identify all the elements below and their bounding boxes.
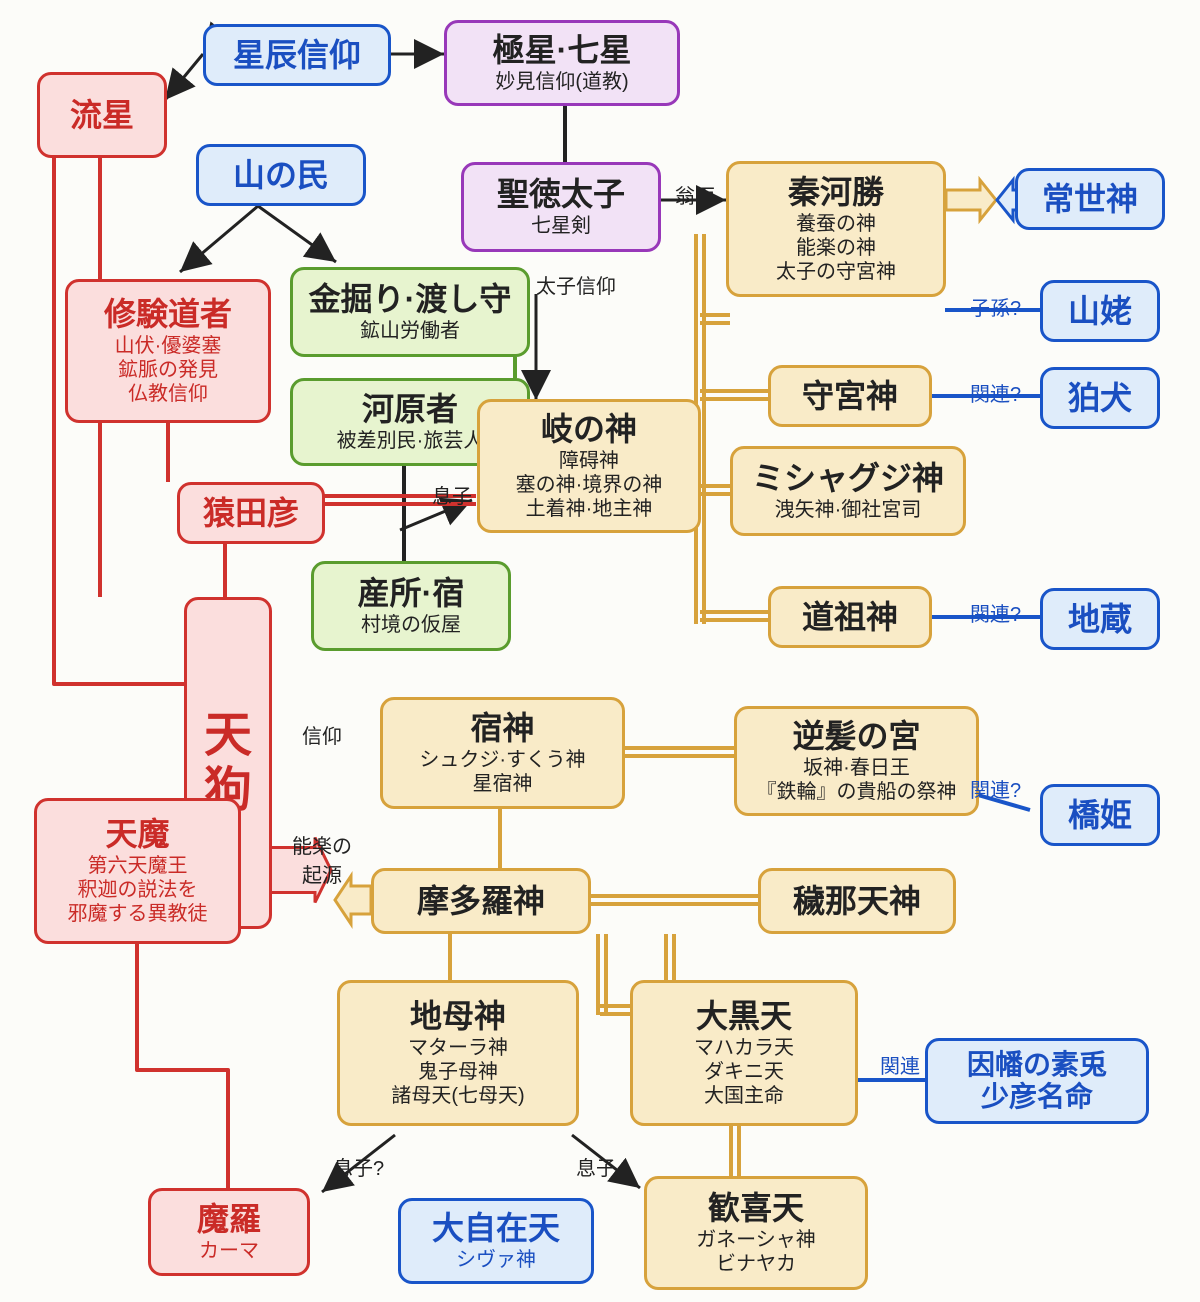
node-daikokuten: 大黒天マハカラ天 ダキニ天 大国主命: [630, 980, 858, 1126]
node-title: 守宮神: [783, 378, 917, 415]
node-kanahori: 金掘り·渡し守鉱山労働者: [290, 267, 530, 357]
node-title: 大自在天: [413, 1210, 579, 1247]
node-sub: 七星剣: [476, 214, 646, 238]
node-kangiten: 歓喜天ガネーシャ神 ビナヤカ: [644, 1176, 868, 1290]
node-title: 逆髪の宮: [749, 718, 964, 755]
node-title: 穢那天神: [773, 883, 941, 920]
node-title: 歓喜天: [659, 1190, 853, 1227]
node-title: 狛犬: [1055, 380, 1145, 417]
edge-label: 息子: [576, 1152, 616, 1181]
node-tenma: 天魔第六天魔王 釈迦の説法を 邪魔する異教徒: [34, 798, 241, 944]
node-sub: カーマ: [163, 1239, 295, 1263]
node-sub: 妙見信仰(道教): [459, 70, 665, 94]
node-title: 摩多羅神: [386, 883, 576, 920]
node-title: 常世神: [1030, 181, 1150, 218]
node-hashihime: 橋姫: [1040, 784, 1160, 846]
node-title: 修験道者: [80, 296, 256, 333]
node-yamanba: 山姥: [1040, 280, 1160, 342]
node-tokoyo: 常世神: [1015, 168, 1165, 230]
node-ryusei: 流星: [37, 72, 167, 158]
edge-label: 関連?: [970, 598, 1021, 627]
node-title: 岐の神: [492, 411, 686, 448]
node-sub: 障碍神 塞の神·境界の神 土着神·地主神: [492, 449, 686, 521]
node-title: ミシャグジ神: [745, 460, 951, 497]
node-dosojin: 道祖神: [768, 586, 932, 648]
node-title: 橋姫: [1055, 797, 1145, 834]
node-title: 秦河勝: [741, 174, 931, 211]
node-hatano: 秦河勝養蚕の神 能楽の神 太子の守宮神: [726, 161, 946, 297]
node-jiboshin: 地母神マターラ神 鬼子母神 諸母天(七母天): [337, 980, 579, 1126]
edge-label: 子孫?: [970, 292, 1021, 321]
node-title: 魔羅: [163, 1201, 295, 1238]
node-sansho: 産所·宿村境の仮屋: [311, 561, 511, 651]
node-chinokami: 岐の神障碍神 塞の神·境界の神 土着神·地主神: [477, 399, 701, 533]
node-title: 極星·七星: [459, 32, 665, 69]
node-sub: マハカラ天 ダキニ天 大国主命: [645, 1036, 843, 1108]
node-seishin: 星辰信仰: [203, 24, 391, 86]
edge-label: 翁面: [675, 180, 715, 209]
node-sub: 第六天魔王 釈迦の説法を 邪魔する異教徒: [49, 854, 226, 926]
node-shukujin: 宿神シュクジ·すくう神 星宿神: [380, 697, 625, 809]
node-title: 流星: [52, 97, 152, 134]
node-sub: 坂神·春日王 『鉄輪』の貴船の祭神: [749, 756, 964, 804]
edge-label: 関連?: [970, 774, 1021, 803]
edge-label: 関連?: [970, 378, 1021, 407]
node-daijizaiten: 大自在天シヴァ神: [398, 1198, 594, 1284]
node-title: 山の民: [211, 157, 351, 194]
node-title: 道祖神: [783, 599, 917, 636]
node-title: 大黒天: [645, 998, 843, 1035]
node-title: 因幡の素兎 少彦名命: [940, 1049, 1134, 1113]
node-title: 星辰信仰: [218, 37, 376, 74]
edge-label: 息子?: [333, 1152, 384, 1181]
node-yamanotami: 山の民: [196, 144, 366, 206]
node-sub: 養蚕の神 能楽の神 太子の守宮神: [741, 212, 931, 284]
node-sub: 洩矢神·御社宮司: [745, 498, 951, 522]
node-matara: 摩多羅神: [371, 868, 591, 934]
node-title: 地母神: [352, 998, 564, 1035]
node-title: 山姥: [1055, 293, 1145, 330]
node-title: 猿田彦: [192, 495, 310, 532]
node-title: 金掘り·渡し守: [305, 281, 515, 318]
node-mishaguji: ミシャグジ神洩矢神·御社宮司: [730, 446, 966, 536]
edge-label: 能楽の 起源: [292, 830, 352, 888]
node-jizo: 地蔵: [1040, 588, 1160, 650]
node-shinatenjin: 穢那天神: [758, 868, 956, 934]
node-sub: 鉱山労働者: [305, 319, 515, 343]
edge-label: 信仰: [302, 720, 342, 749]
node-kyokusei: 極星·七星妙見信仰(道教): [444, 20, 680, 106]
node-sarutahiko: 猿田彦: [177, 482, 325, 544]
node-shotoku: 聖徳太子七星剣: [461, 162, 661, 252]
node-shugendo: 修験道者山伏·優婆塞 鉱脈の発見 仏教信仰: [65, 279, 271, 423]
node-sub: シュクジ·すくう神 星宿神: [395, 748, 610, 796]
edge-label: 息子: [432, 480, 472, 509]
node-sub: 村境の仮屋: [326, 613, 496, 637]
edge-label: 関連: [880, 1050, 920, 1079]
node-sub: シヴァ神: [413, 1248, 579, 1272]
node-sub: ガネーシャ神 ビナヤカ: [659, 1228, 853, 1276]
node-shugu: 守宮神: [768, 365, 932, 427]
node-title: 天魔: [49, 816, 226, 853]
node-title: 地蔵: [1055, 601, 1145, 638]
node-inaba: 因幡の素兎 少彦名命: [925, 1038, 1149, 1124]
node-sub: 山伏·優婆塞 鉱脈の発見 仏教信仰: [80, 334, 256, 406]
node-sakagami: 逆髪の宮坂神·春日王 『鉄輪』の貴船の祭神: [734, 706, 979, 816]
node-title: 産所·宿: [326, 575, 496, 612]
node-title: 宿神: [395, 710, 610, 747]
node-title: 聖徳太子: [476, 176, 646, 213]
node-sub: マターラ神 鬼子母神 諸母天(七母天): [352, 1036, 564, 1108]
node-komainu: 狛犬: [1040, 367, 1160, 429]
node-mara: 魔羅カーマ: [148, 1188, 310, 1276]
edge-label: 太子信仰: [536, 270, 616, 299]
